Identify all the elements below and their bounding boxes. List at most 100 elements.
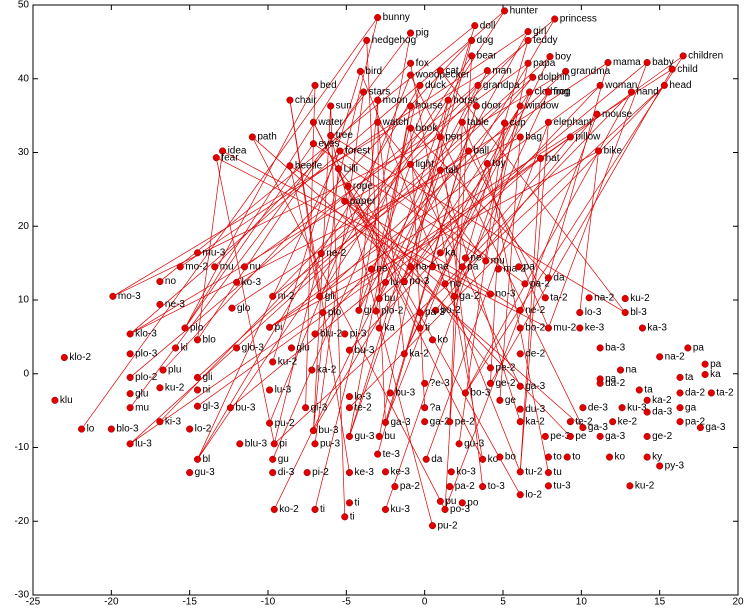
- point: [286, 162, 294, 170]
- point-label: no: [165, 276, 177, 287]
- point: [468, 52, 476, 60]
- point: [676, 418, 684, 426]
- point-label: ta: [685, 372, 694, 383]
- point-label: pa-2: [685, 416, 705, 427]
- link: [410, 63, 483, 460]
- link: [197, 85, 421, 460]
- point-label: ga-3: [605, 431, 625, 442]
- point-label: ko: [615, 452, 626, 463]
- link: [313, 106, 332, 431]
- point-label: blo: [203, 334, 217, 345]
- point-label: bl-3: [630, 307, 647, 318]
- point: [374, 13, 382, 22]
- point: [494, 265, 502, 273]
- point: [479, 483, 487, 491]
- point-label: toy: [492, 158, 505, 169]
- point: [501, 119, 509, 127]
- point-label: pu-2: [438, 520, 458, 531]
- point: [627, 88, 636, 96]
- link: [490, 122, 505, 384]
- point-label: stars: [369, 87, 391, 98]
- point: [416, 308, 424, 317]
- point: [308, 366, 316, 374]
- point: [193, 402, 202, 410]
- point: [372, 307, 380, 315]
- point: [643, 396, 651, 404]
- point: [501, 7, 509, 15]
- point-label: plu: [168, 365, 181, 376]
- x-tick-label: -20: [104, 597, 119, 608]
- link: [410, 164, 521, 387]
- point-label: di-3: [278, 467, 295, 478]
- point-label: bird: [365, 66, 382, 77]
- point-label: nu: [250, 261, 261, 272]
- x-tick-label: -25: [26, 597, 41, 608]
- point-label: da: [553, 273, 565, 284]
- point: [486, 290, 495, 298]
- point-label: window: [524, 101, 559, 112]
- point: [176, 263, 184, 271]
- point: [193, 455, 202, 463]
- point: [421, 379, 429, 387]
- point-label: pa: [710, 359, 722, 370]
- point: [374, 96, 382, 104]
- point: [186, 425, 194, 433]
- point: [447, 468, 455, 476]
- point-label: watch: [382, 117, 409, 128]
- point: [541, 432, 549, 440]
- point-label: ne-3: [165, 299, 185, 310]
- point-label: pa-2: [530, 278, 550, 289]
- y-tick-label: 20: [18, 221, 30, 232]
- point-label: no-3: [495, 289, 515, 300]
- point: [219, 147, 227, 155]
- point: [516, 133, 524, 141]
- point: [416, 324, 424, 332]
- link: [269, 74, 411, 424]
- point-label: paper: [350, 196, 376, 207]
- point: [472, 102, 480, 110]
- point: [186, 469, 194, 477]
- point-label: pe-2: [455, 416, 475, 427]
- point-label: woman: [604, 80, 637, 91]
- point-label: ga-3: [588, 422, 608, 433]
- link: [252, 136, 446, 510]
- point: [266, 323, 274, 331]
- x-tick-label: 0: [422, 597, 428, 608]
- link: [379, 158, 541, 299]
- point-label: gl-3: [203, 401, 220, 412]
- point: [381, 468, 390, 476]
- point-label: ku-3: [627, 402, 647, 413]
- point: [436, 133, 444, 141]
- point: [309, 118, 317, 126]
- point: [516, 418, 524, 426]
- point-label: na-2: [665, 351, 685, 362]
- point-label: ke-3: [391, 466, 411, 477]
- point-label: to: [553, 452, 562, 463]
- point: [391, 483, 399, 491]
- point-label: ti: [350, 511, 355, 522]
- point-label: pe-2: [495, 362, 515, 373]
- link: [273, 70, 488, 510]
- link: [289, 100, 350, 473]
- point: [566, 418, 574, 426]
- point-label: girl: [533, 26, 546, 37]
- point: [319, 308, 327, 317]
- point-label: pa: [693, 343, 705, 354]
- point: [521, 280, 529, 288]
- point-label: tree: [336, 130, 354, 141]
- point-label: beetle: [295, 160, 323, 171]
- point: [400, 278, 408, 286]
- point: [676, 373, 684, 381]
- point: [303, 469, 311, 477]
- point: [684, 344, 692, 352]
- link: [129, 18, 555, 378]
- point-label: na-2: [594, 292, 614, 303]
- point-label: ka: [710, 369, 721, 380]
- point: [109, 292, 117, 300]
- link: [548, 62, 648, 329]
- point: [486, 379, 495, 387]
- point-label: ga-3: [391, 417, 411, 428]
- link: [231, 62, 609, 309]
- point-label: po: [467, 497, 479, 508]
- point: [416, 81, 424, 89]
